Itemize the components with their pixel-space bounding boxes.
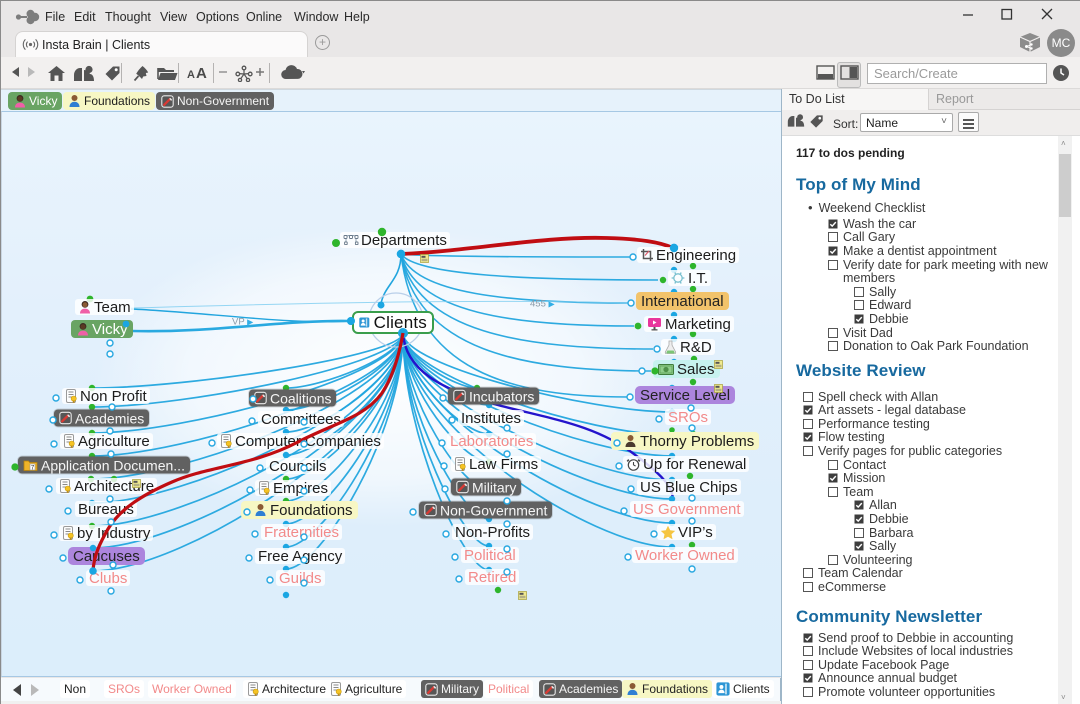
svg-text:7: 7 <box>31 466 35 472</box>
svg-text:A: A <box>187 69 195 80</box>
svg-text:A: A <box>196 65 207 80</box>
